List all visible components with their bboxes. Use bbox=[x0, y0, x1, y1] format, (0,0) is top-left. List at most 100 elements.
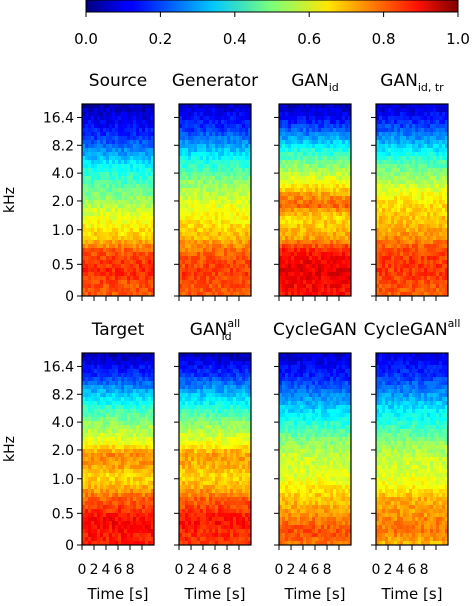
heatmap-cell bbox=[227, 288, 231, 293]
heatmap-cell bbox=[103, 188, 107, 193]
heatmap-cell bbox=[145, 160, 149, 165]
heatmap-cell bbox=[121, 357, 125, 362]
heatmap-cell bbox=[91, 212, 95, 217]
heatmap-cell bbox=[127, 409, 131, 414]
heatmap-cell bbox=[342, 228, 346, 233]
heatmap-cell bbox=[409, 276, 413, 281]
heatmap-cell bbox=[91, 128, 95, 133]
heatmap-cell bbox=[233, 240, 237, 245]
heatmap-cell bbox=[306, 244, 310, 249]
heatmap-cell bbox=[148, 236, 152, 241]
heatmap-cell bbox=[248, 196, 252, 201]
heatmap-cell bbox=[427, 248, 431, 253]
heatmap-cell bbox=[239, 180, 243, 185]
heatmap-cell bbox=[121, 409, 125, 414]
heatmap-cell bbox=[239, 228, 243, 233]
heatmap-cell bbox=[121, 385, 125, 390]
heatmap-cell bbox=[124, 248, 128, 253]
heatmap-cell bbox=[445, 208, 449, 213]
heatmap-cell bbox=[348, 176, 352, 181]
heatmap-cell bbox=[142, 132, 146, 137]
heatmap-cell bbox=[415, 212, 419, 217]
heatmap-cell bbox=[412, 284, 416, 289]
heatmap-cell bbox=[100, 353, 104, 358]
heatmap-cell bbox=[285, 276, 289, 281]
heatmap-cell bbox=[424, 276, 428, 281]
heatmap-cell bbox=[194, 216, 198, 221]
heatmap-cell bbox=[294, 248, 298, 253]
heatmap-cell bbox=[300, 236, 304, 241]
heatmap-cell bbox=[433, 292, 437, 297]
heatmap-cell bbox=[209, 236, 213, 241]
heatmap-cell bbox=[303, 292, 307, 297]
heatmap-cell bbox=[91, 172, 95, 177]
heatmap-cell bbox=[215, 240, 219, 245]
heatmap-cell bbox=[418, 292, 422, 297]
heatmap-cell bbox=[406, 176, 410, 181]
heatmap-cell bbox=[209, 172, 213, 177]
heatmap-cell bbox=[239, 148, 243, 153]
colorbar-ticks: 0.0 0.2 0.4 0.6 0.8 1.0 bbox=[74, 12, 470, 48]
heatmap-cell bbox=[433, 164, 437, 169]
heatmap-cell bbox=[115, 268, 119, 273]
heatmap-cell bbox=[151, 260, 155, 265]
heatmap-cell bbox=[88, 120, 92, 125]
heatmap-cell bbox=[388, 180, 392, 185]
heatmap-cell bbox=[294, 244, 298, 249]
heatmap-cell bbox=[145, 108, 149, 113]
heatmap-cell bbox=[145, 260, 149, 265]
heatmap-cell bbox=[345, 216, 349, 221]
heatmap-cell bbox=[312, 108, 316, 113]
heatmap-cell bbox=[136, 124, 140, 129]
heatmap-cell bbox=[321, 168, 325, 173]
heatmap-cell bbox=[333, 104, 337, 109]
heatmap-cell bbox=[279, 268, 283, 273]
heatmap-cell bbox=[94, 397, 98, 402]
heatmap-cell bbox=[224, 220, 228, 225]
spectrogram-panel: Source bbox=[81, 71, 155, 297]
heatmap-cell bbox=[297, 252, 301, 257]
heatmap-cell bbox=[85, 268, 89, 273]
heatmap-cell bbox=[148, 280, 152, 285]
heatmap-cell bbox=[139, 353, 143, 358]
heatmap-cell bbox=[436, 288, 440, 293]
heatmap-cell bbox=[136, 228, 140, 233]
heatmap-cell bbox=[306, 184, 310, 189]
heatmap-cell bbox=[321, 236, 325, 241]
heatmap-cell bbox=[82, 180, 86, 185]
heatmap-cell bbox=[118, 292, 122, 297]
heatmap-cell bbox=[224, 172, 228, 177]
heatmap-cell bbox=[179, 272, 183, 277]
heatmap-cell bbox=[103, 212, 107, 217]
heatmap-cell bbox=[439, 240, 443, 245]
heatmap-cell bbox=[300, 260, 304, 265]
heatmap-cell bbox=[294, 200, 298, 205]
heatmap-cell bbox=[100, 260, 104, 265]
heatmap-cell bbox=[321, 288, 325, 293]
heatmap-cell bbox=[439, 268, 443, 273]
heatmap-cell bbox=[215, 288, 219, 293]
heatmap-cell bbox=[127, 353, 131, 358]
heatmap-cell bbox=[324, 276, 328, 281]
heatmap-cell bbox=[145, 192, 149, 197]
heatmap-cell bbox=[239, 168, 243, 173]
heatmap-cell bbox=[436, 272, 440, 277]
heatmap-cell bbox=[239, 112, 243, 117]
heatmap-cell bbox=[224, 244, 228, 249]
heatmap-cell bbox=[209, 232, 213, 237]
heatmap-cell bbox=[248, 260, 252, 265]
heatmap-cell bbox=[321, 216, 325, 221]
heatmap-cell bbox=[391, 112, 395, 117]
heatmap-cell bbox=[127, 292, 131, 297]
heatmap-cell bbox=[409, 224, 413, 229]
heatmap-cell bbox=[248, 148, 252, 153]
heatmap-cell bbox=[406, 108, 410, 113]
heatmap-cell bbox=[333, 240, 337, 245]
heatmap-cell bbox=[139, 168, 143, 173]
heatmap-cell bbox=[348, 204, 352, 209]
heatmap-cell bbox=[421, 280, 425, 285]
heatmap-cell bbox=[442, 288, 446, 293]
heatmap-cell bbox=[436, 180, 440, 185]
heatmap-cell bbox=[315, 184, 319, 189]
heatmap-cell bbox=[106, 172, 110, 177]
